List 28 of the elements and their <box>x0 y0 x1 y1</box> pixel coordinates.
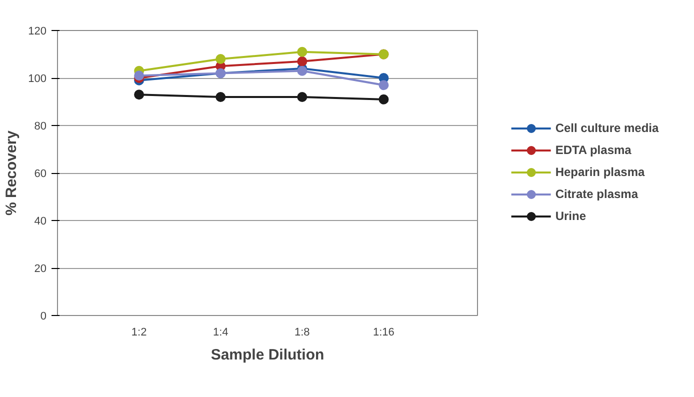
point <box>378 80 389 90</box>
y-tick-label: 120 <box>28 26 47 38</box>
point <box>134 90 144 100</box>
point <box>297 46 308 57</box>
legend-label: Cell culture media <box>555 121 659 135</box>
point <box>297 92 308 102</box>
x-axis-title: Sample Dilution <box>210 346 324 364</box>
y-tick-label: 60 <box>34 168 47 180</box>
y-axis-title: % Recovery <box>3 130 20 216</box>
point <box>297 56 308 66</box>
x-tick-label: 1:4 <box>212 326 228 338</box>
point <box>297 66 308 76</box>
y-tick-label: 100 <box>28 73 47 85</box>
point <box>216 54 226 64</box>
x-tick-label: 1:8 <box>294 326 310 338</box>
y-tick-label: 20 <box>34 263 47 275</box>
legend-label: Heparin plasma <box>555 165 645 179</box>
x-tick-label: 1:16 <box>373 326 394 338</box>
x-tick-label: 1:2 <box>131 326 147 338</box>
point <box>378 94 389 104</box>
y-tick-label: 40 <box>34 216 47 228</box>
point <box>216 92 226 102</box>
y-tick-label: 0 <box>40 310 47 322</box>
legend-label: EDTA plasma <box>555 143 632 157</box>
legend-label: Citrate plasma <box>555 187 638 201</box>
point <box>134 70 144 81</box>
legend-label: Urine <box>555 209 586 223</box>
y-tick-label: 80 <box>34 120 47 132</box>
